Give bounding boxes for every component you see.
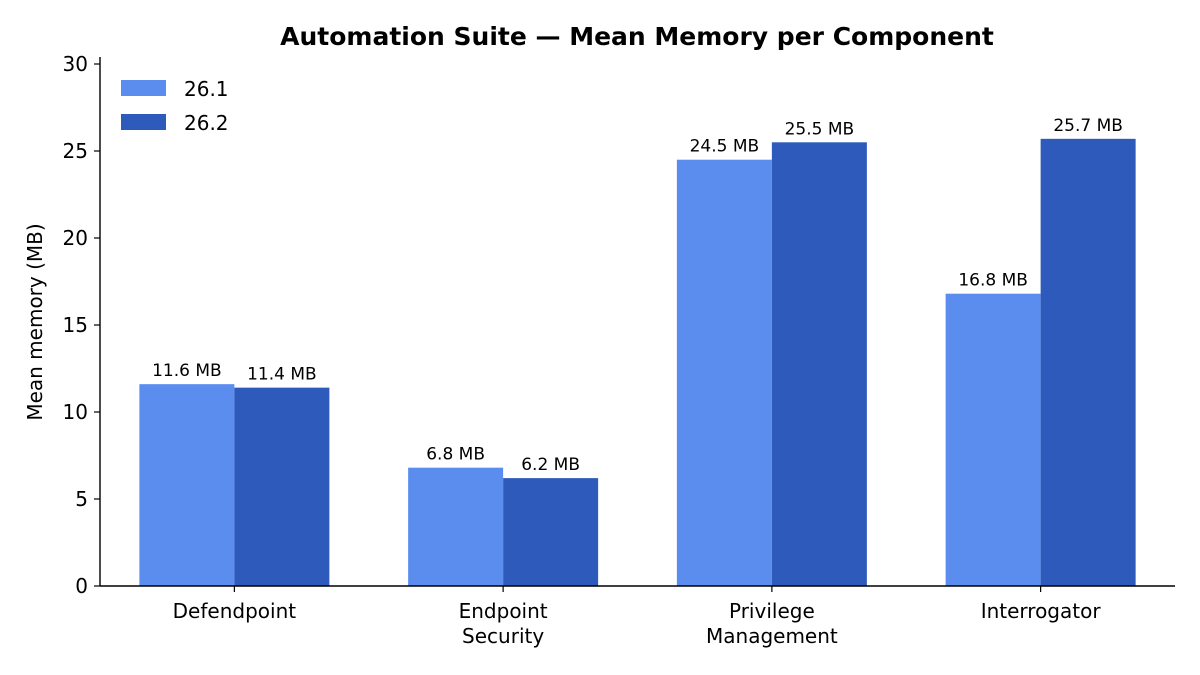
y-tick-label-4: 20 [63,226,88,250]
y-axis-label: Mean memory (MB) [23,223,47,420]
data-label-26.2-1: 6.2 MB [521,455,580,475]
y-tick-label-0: 0 [75,574,88,598]
bar-26.1-0 [139,384,235,586]
x-tick-label-1: Endpoint Security [459,599,548,648]
data-label-26.1-0: 11.6 MB [152,361,222,381]
bar-26.2-0 [234,387,330,586]
legend-swatch-26.1 [121,80,166,96]
x-tick-label-0: Defendpoint [173,599,297,623]
data-label-26.2-3: 25.7 MB [1053,116,1123,136]
y-tick-label-5: 25 [63,139,88,163]
x-axis-ticks: Defendpoint Endpoint Security Privilege Mana… [173,586,1102,648]
legend-label-26.2: 26.2 [184,111,229,135]
data-label-26.2-0: 11.4 MB [247,365,317,385]
data-label-26.1-1: 6.8 MB [426,445,485,465]
bar-26.2-3 [1040,138,1136,586]
bar-26.2-1 [503,478,599,586]
bar-26.1-2 [676,159,772,586]
bar-26.1-1 [408,467,504,586]
y-tick-label-2: 10 [63,400,88,424]
bar-26.2-2 [771,142,867,587]
legend-swatch-26.2 [121,114,166,130]
data-label-26.1-3: 16.8 MB [958,271,1028,291]
bars-group [139,138,1136,587]
legend: 26.1 26.2 [121,77,229,135]
x-tick-label-2: Privilege Management [706,599,838,648]
data-label-26.2-2: 25.5 MB [785,119,855,139]
bar-26.1-3 [945,293,1041,586]
data-labels-group: 11.6 MB 11.4 MB 6.8 MB 6.2 MB 24.5 MB 25.5 MB… [152,116,1123,475]
x-tick-label-3: Interrogator [981,599,1102,623]
chart-title: Automation Suite — Mean Memory per Compo… [280,22,994,51]
y-tick-label-3: 15 [63,313,88,337]
y-tick-label-6: 30 [63,52,88,76]
y-axis-ticks: 0 5 10 15 20 25 30 [63,52,100,598]
y-tick-label-1: 5 [75,487,88,511]
data-label-26.1-2: 24.5 MB [690,137,760,157]
legend-label-26.1: 26.1 [184,77,229,101]
